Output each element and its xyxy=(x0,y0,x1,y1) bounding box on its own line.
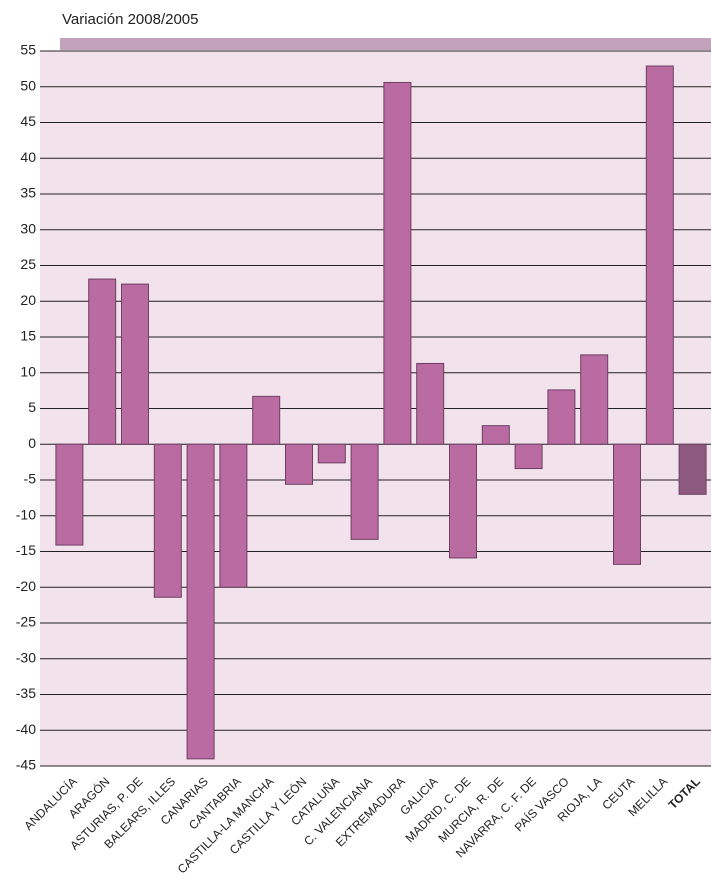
y-tick-label: 45 xyxy=(20,113,36,129)
chart-title: Variación 2008/2005 xyxy=(62,11,199,28)
y-tick-label: 5 xyxy=(28,399,36,415)
bar xyxy=(55,443,84,546)
y-tick-label: -45 xyxy=(16,757,36,773)
y-tick-label: -35 xyxy=(16,685,36,701)
y-tick-label: 55 xyxy=(20,42,36,58)
bar xyxy=(645,65,674,445)
bar xyxy=(317,443,346,464)
bar xyxy=(121,283,149,445)
y-tick-label: 0 xyxy=(28,435,36,451)
bar xyxy=(383,81,412,445)
bar xyxy=(252,395,281,445)
bar xyxy=(678,443,707,495)
bar xyxy=(219,443,248,588)
x-tick-label: ANDALUCÍA xyxy=(21,774,80,833)
bar xyxy=(88,278,117,445)
bar xyxy=(350,443,379,540)
y-tick-label: 10 xyxy=(20,363,36,379)
y-tick-label: -25 xyxy=(16,614,36,630)
y-tick-label: -20 xyxy=(16,578,36,594)
bar xyxy=(547,389,576,445)
bar xyxy=(153,443,182,598)
y-tick-label: -40 xyxy=(16,721,36,737)
bar xyxy=(416,362,445,445)
x-tick-label: TOTAL xyxy=(666,774,703,811)
y-tick-label: 25 xyxy=(20,256,36,272)
bar xyxy=(481,425,510,445)
bar xyxy=(186,443,215,760)
bar xyxy=(449,443,477,559)
y-tick-label: 30 xyxy=(20,220,36,236)
bar xyxy=(613,443,641,565)
bar xyxy=(580,354,609,445)
y-tick-label: 35 xyxy=(20,185,36,201)
y-tick-label: 20 xyxy=(20,292,36,308)
y-tick-label: -5 xyxy=(24,471,37,487)
y-tick-label: -15 xyxy=(16,542,36,558)
bar xyxy=(285,443,313,485)
y-tick-label: 50 xyxy=(20,77,36,93)
y-tick-label: -30 xyxy=(16,649,36,665)
y-tick-label: 15 xyxy=(20,328,36,344)
bar xyxy=(514,443,543,470)
y-tick-label: 40 xyxy=(20,149,36,165)
header-band xyxy=(60,38,711,50)
y-tick-label: -10 xyxy=(16,506,36,522)
